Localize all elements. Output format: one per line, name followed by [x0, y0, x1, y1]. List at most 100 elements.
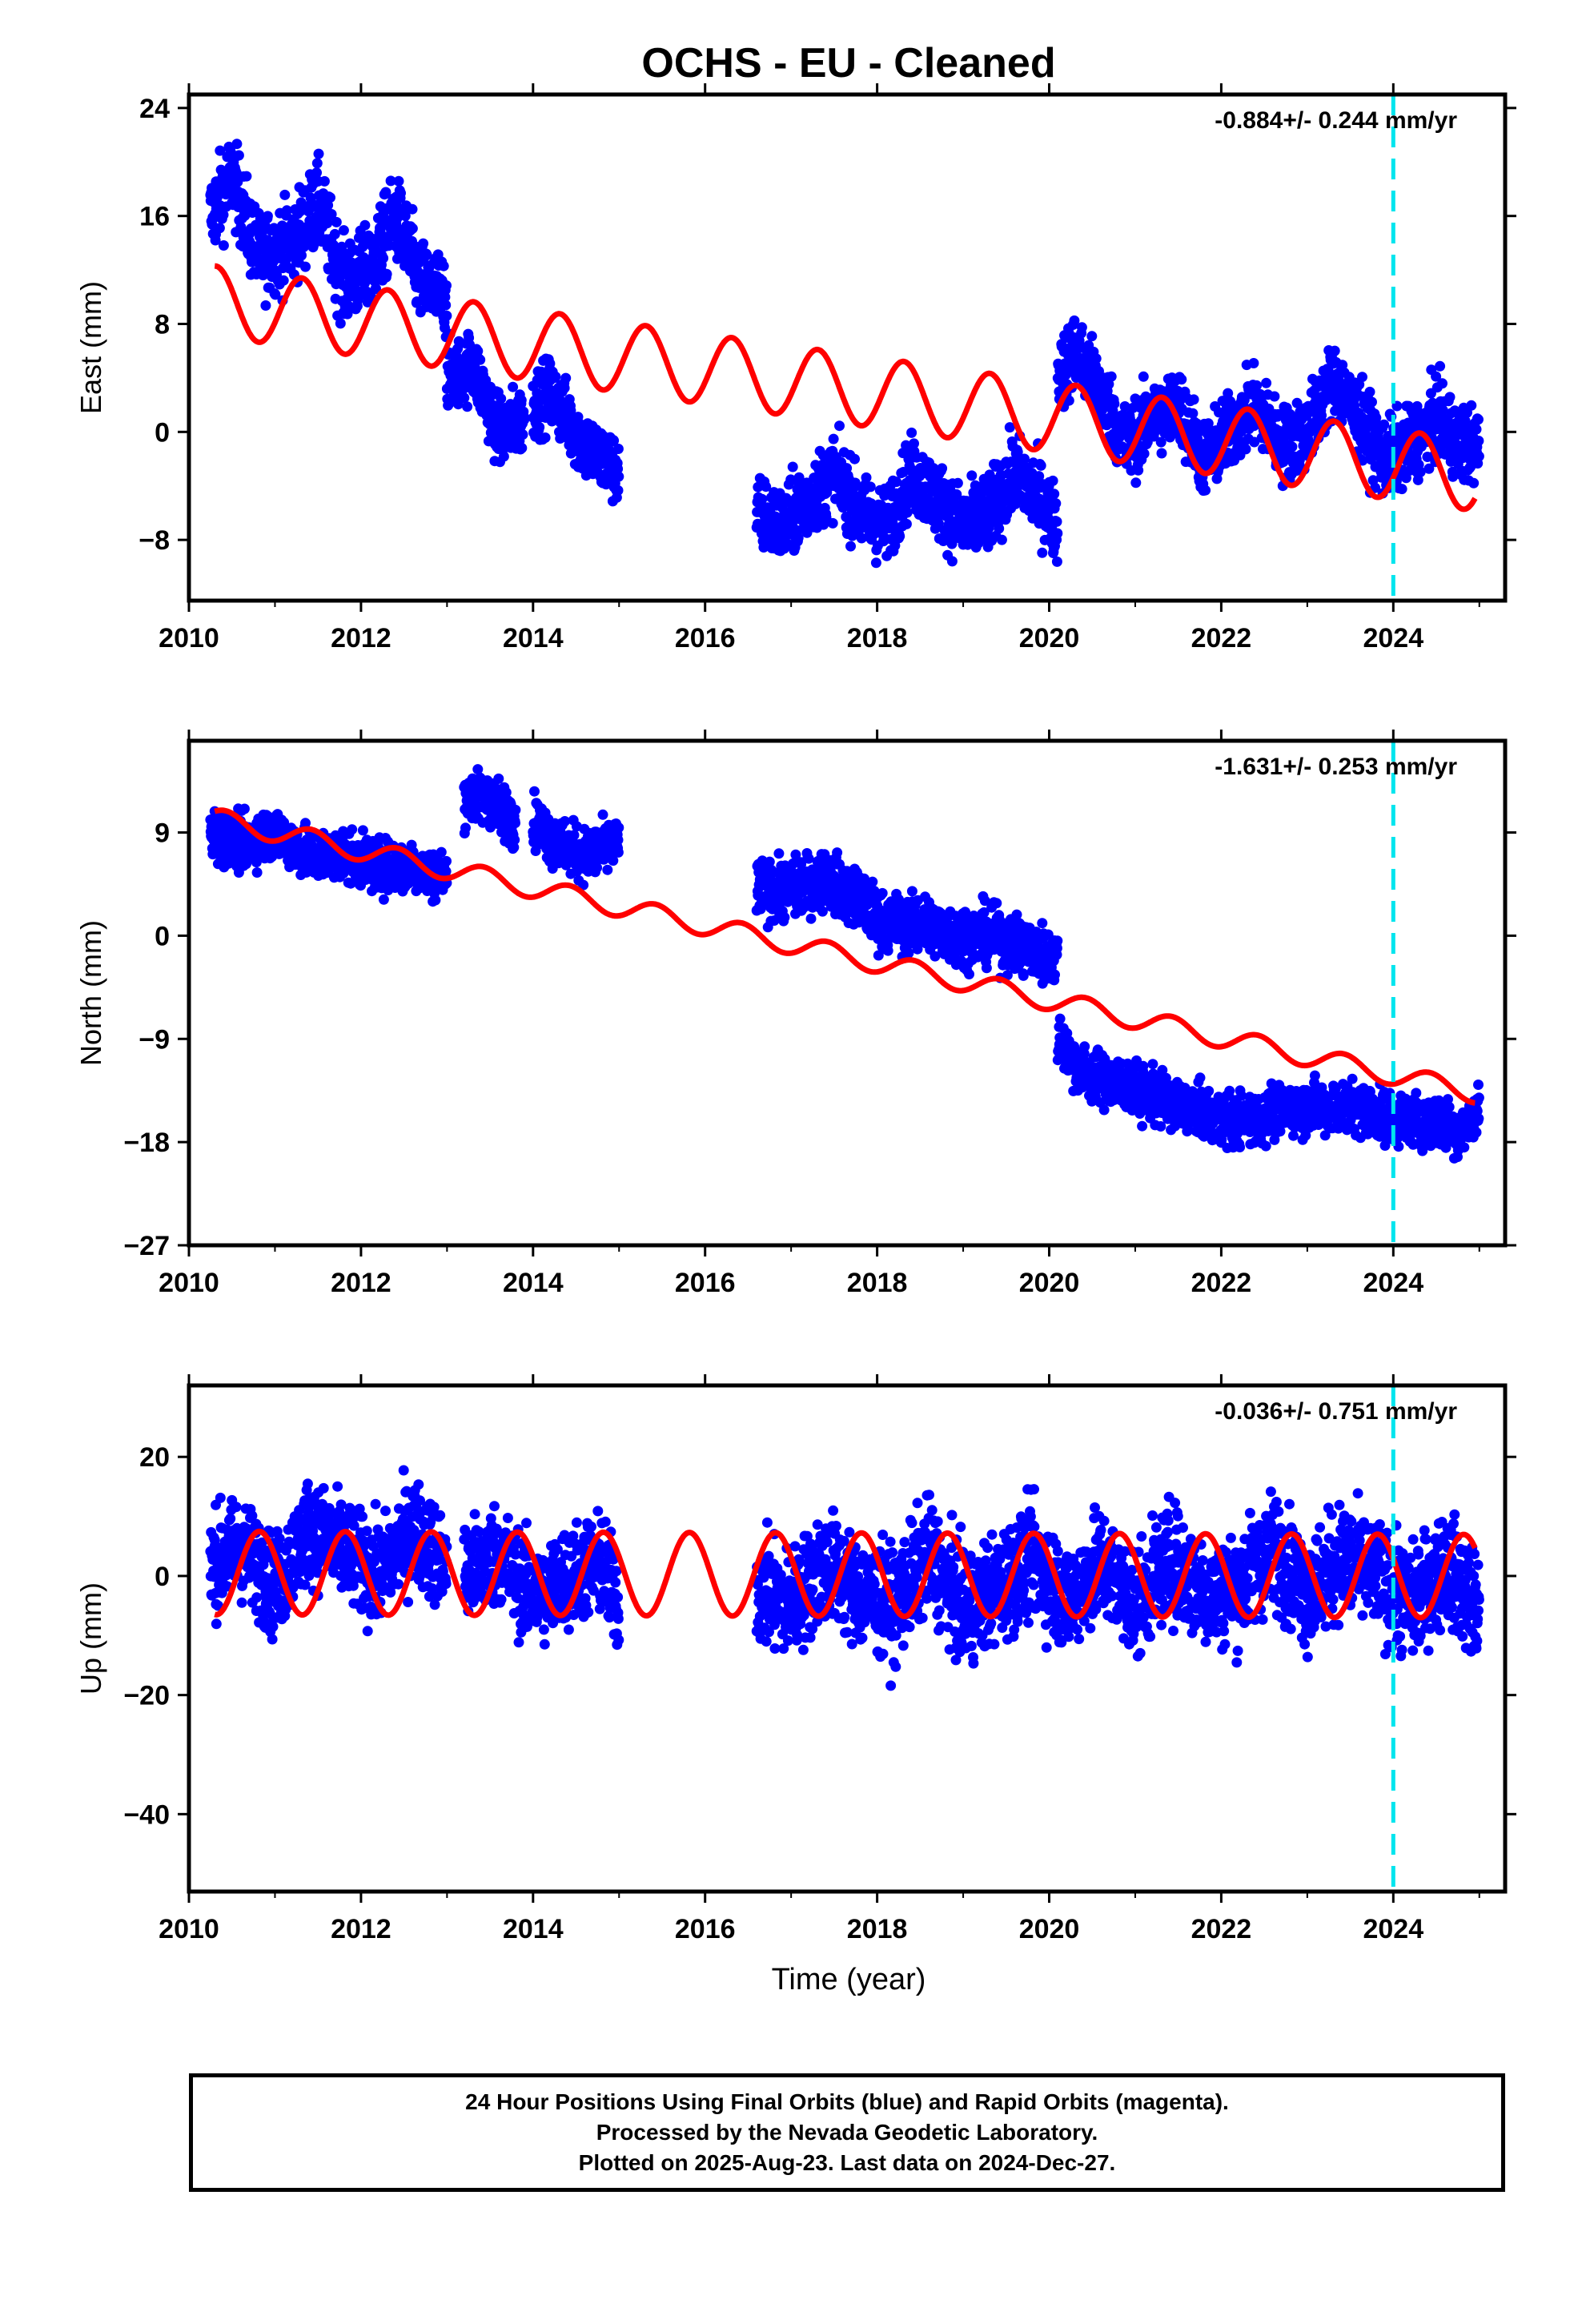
data-point	[897, 467, 909, 477]
data-point	[909, 438, 919, 449]
data-point	[1051, 516, 1062, 527]
data-point	[613, 822, 624, 833]
data-point	[215, 145, 226, 156]
data-point	[322, 218, 333, 229]
data-point	[1415, 466, 1426, 477]
data-point	[1269, 391, 1280, 402]
east-model-curve	[214, 263, 1478, 513]
data-point	[1187, 408, 1199, 419]
data-point	[559, 383, 570, 393]
data-point	[937, 463, 948, 474]
data-point	[241, 171, 252, 182]
data-point	[867, 876, 878, 887]
data-point	[300, 818, 311, 829]
data-point	[779, 912, 790, 923]
data-point	[1248, 358, 1259, 368]
data-point	[1160, 423, 1171, 434]
data-point	[1223, 388, 1234, 399]
data-point	[877, 887, 888, 899]
data-point	[1473, 451, 1484, 462]
data-point	[440, 866, 452, 877]
data-point	[498, 451, 509, 462]
data-point	[510, 804, 521, 815]
data-point	[260, 300, 271, 311]
data-point	[1370, 482, 1381, 493]
data-point	[508, 381, 519, 392]
data-point	[296, 250, 307, 261]
data-point	[1468, 477, 1480, 489]
north-data-points	[205, 764, 1484, 1164]
data-point	[475, 354, 486, 365]
data-point	[1423, 463, 1435, 474]
data-point	[882, 945, 893, 956]
data-point	[1379, 419, 1390, 430]
data-point	[311, 158, 323, 169]
data-point	[516, 443, 528, 453]
data-point	[845, 541, 856, 552]
data-point	[550, 371, 561, 382]
data-point	[1109, 398, 1120, 409]
data-point	[278, 275, 289, 286]
data-point	[460, 822, 471, 834]
data-point	[1052, 528, 1063, 539]
data-point	[308, 239, 319, 251]
data-point	[602, 864, 613, 875]
data-point	[335, 318, 346, 329]
data-point	[270, 289, 281, 300]
data-point	[1367, 396, 1377, 408]
x-tick-label: 2018	[847, 623, 908, 653]
data-point	[970, 480, 981, 491]
east-y-axis-label: East (mm)	[74, 281, 107, 414]
data-point	[540, 432, 551, 443]
data-point	[832, 847, 843, 858]
x-tick-label: 2024	[1363, 623, 1423, 653]
data-point	[281, 205, 292, 216]
y-tick-label: 24	[139, 94, 170, 124]
data-point	[1138, 371, 1149, 382]
data-point	[612, 464, 624, 474]
data-point	[311, 167, 322, 179]
data-point	[441, 855, 452, 866]
data-point	[359, 219, 371, 231]
data-point	[396, 187, 406, 199]
data-point	[1473, 414, 1484, 425]
data-point	[761, 481, 772, 493]
data-point	[787, 461, 798, 472]
data-point	[1106, 371, 1117, 382]
data-point	[785, 474, 797, 485]
data-point	[849, 453, 860, 464]
data-point	[793, 533, 804, 544]
data-point	[325, 192, 335, 203]
data-point	[870, 557, 881, 569]
data-point	[510, 818, 520, 829]
data-point	[1471, 424, 1482, 435]
data-point	[231, 139, 243, 150]
data-point	[803, 853, 814, 864]
data-point	[1119, 401, 1130, 412]
data-point	[438, 260, 449, 271]
data-point	[805, 913, 817, 924]
data-point	[1047, 475, 1058, 486]
data-point	[901, 518, 912, 529]
data-point	[827, 517, 838, 529]
data-point	[966, 470, 978, 481]
data-point	[1329, 345, 1340, 356]
data-point	[1130, 477, 1142, 489]
data-point	[1249, 436, 1260, 448]
data-point	[1412, 474, 1423, 485]
data-point	[597, 809, 608, 820]
data-point	[1261, 377, 1272, 388]
figure-title: OCHS - EU - Cleaned	[641, 40, 1055, 86]
data-point	[347, 824, 358, 835]
data-point	[946, 556, 958, 567]
data-point	[357, 825, 368, 836]
data-point	[1251, 380, 1263, 391]
data-point	[1200, 485, 1211, 496]
data-point	[313, 148, 324, 159]
data-point	[757, 493, 768, 505]
data-point	[326, 209, 337, 219]
data-point	[462, 401, 473, 412]
data-point	[1437, 404, 1448, 416]
